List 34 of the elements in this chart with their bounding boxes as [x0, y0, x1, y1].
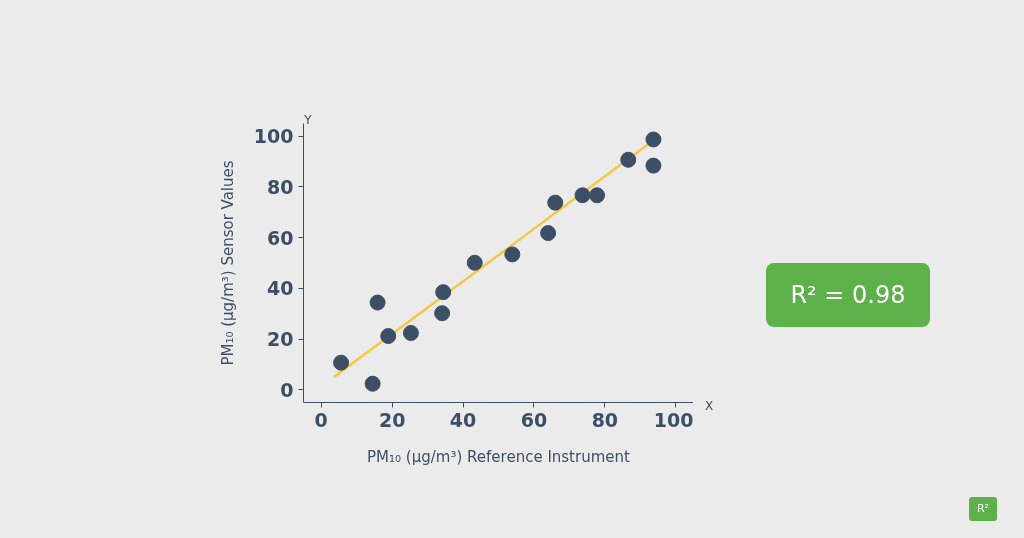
x-tick-label: 100 [653, 408, 694, 431]
x-axis-title: PM₁₀ (µg/m³) Reference Instrument [367, 447, 631, 466]
point [435, 284, 452, 301]
point [369, 294, 386, 311]
point [466, 254, 483, 271]
point [620, 151, 637, 168]
point [364, 375, 381, 392]
text: R² [969, 497, 997, 521]
point [402, 325, 419, 341]
y-axis-title: PM₁₀ (µg/m³) Sensor Values [218, 160, 237, 366]
point [589, 187, 606, 204]
x-tick-label: 80 [591, 408, 619, 431]
x-tick-label: 20 [378, 408, 406, 431]
point [434, 305, 451, 322]
text: R² = 0.98 [766, 263, 930, 327]
x-tick-label: 40 [449, 408, 477, 431]
point [504, 246, 521, 263]
point [645, 131, 662, 148]
y-tick-label: 0 [280, 378, 294, 401]
y-tick-label: 40 [267, 277, 294, 300]
text: X [703, 399, 715, 415]
point [574, 187, 591, 204]
y-tick-label: 80 [267, 175, 294, 198]
x-tick-label: 0 [314, 408, 328, 431]
point [645, 157, 662, 174]
y-tick-label: 20 [267, 328, 294, 351]
y-tick-label: 100 [253, 125, 294, 148]
x-tick-label: 60 [520, 408, 548, 431]
annotation: Y [303, 113, 313, 129]
y-tick-label: 60 [267, 226, 294, 249]
point [333, 354, 350, 371]
point [380, 328, 397, 345]
point [547, 194, 564, 211]
point [540, 225, 557, 242]
